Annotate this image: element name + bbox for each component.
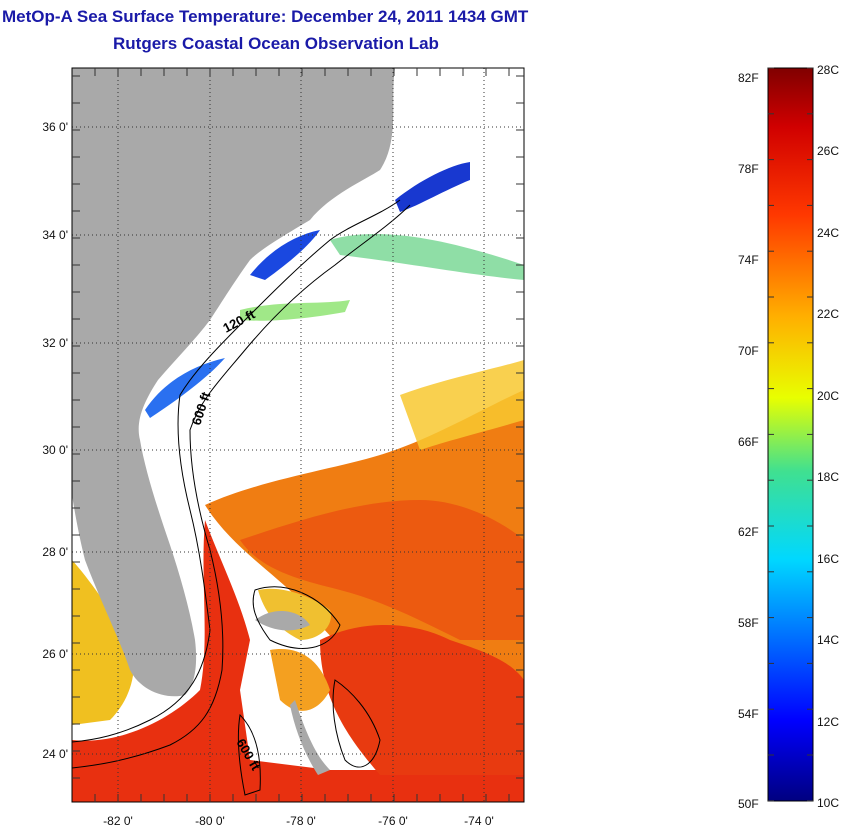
- cb-c-label: 28C: [817, 63, 840, 77]
- cb-c-label: 10C: [817, 796, 840, 810]
- cb-c-label: 18C: [817, 470, 840, 484]
- cb-c-label: 20C: [817, 389, 840, 403]
- map-area: 120 ft 600 ft 600 ft: [72, 68, 524, 802]
- lat-axis-labels: 36 0' 34 0' 32 0' 30 0' 28 0' 26 0' 24 0…: [42, 120, 68, 761]
- cb-f-label: 78F: [738, 162, 759, 176]
- cb-f-label: 70F: [738, 344, 759, 358]
- lat-label: 32 0': [42, 336, 68, 350]
- yellow-bank-west: [72, 560, 134, 725]
- cb-f-label: 82F: [738, 71, 759, 85]
- cold-water-north: [395, 162, 470, 212]
- map-ticks: [72, 68, 524, 802]
- cb-c-label: 26C: [817, 144, 840, 158]
- lon-axis-labels: -82 0' -80 0' -78 0' -76 0' -74 0': [103, 814, 494, 828]
- lon-label: -74 0': [464, 814, 494, 828]
- contour-120ft: [72, 199, 401, 743]
- green-streak-2: [240, 300, 350, 321]
- cb-c-label: 24C: [817, 226, 840, 240]
- orange-band-south: [270, 649, 330, 711]
- lat-label: 24 0': [42, 747, 68, 761]
- warm-sst-red-region: [72, 520, 524, 802]
- cb-f-label: 54F: [738, 707, 759, 721]
- lat-label: 30 0': [42, 443, 68, 457]
- cb-c-label: 22C: [817, 307, 840, 321]
- cb-c-label: 16C: [817, 552, 840, 566]
- chart-title: MetOp-A Sea Surface Temperature: Decembe…: [2, 7, 529, 26]
- lat-label: 36 0': [42, 120, 68, 134]
- colorbar-ticks: [768, 67, 813, 802]
- orange-bands: [240, 500, 524, 640]
- map-frame: [71, 67, 525, 803]
- lat-label: 28 0': [42, 545, 68, 559]
- cb-f-label: 66F: [738, 435, 759, 449]
- chart-subtitle: Rutgers Coastal Ocean Observation Lab: [113, 34, 439, 53]
- bahamas-land-1: [255, 610, 310, 631]
- red-patch-east: [320, 625, 524, 775]
- cb-f-label: 58F: [738, 616, 759, 630]
- contour-label-120ft: 120 ft: [220, 306, 258, 336]
- cb-c-label: 14C: [817, 633, 840, 647]
- cb-f-label: 50F: [738, 797, 759, 811]
- lon-label: -76 0': [378, 814, 408, 828]
- lon-label: -78 0': [286, 814, 316, 828]
- contour-bahamas-1: [252, 586, 341, 649]
- cb-f-label: 74F: [738, 253, 759, 267]
- colorbar: [767, 67, 814, 802]
- land-mass: [72, 68, 395, 697]
- contour-600ft: [72, 204, 411, 769]
- cb-c-label: 12C: [817, 715, 840, 729]
- cb-f-label: 62F: [738, 525, 759, 539]
- lon-label: -80 0': [195, 814, 225, 828]
- lat-label: 34 0': [42, 228, 68, 242]
- lat-label: 26 0': [42, 647, 68, 661]
- contour-bahamas-3: [237, 713, 261, 796]
- cold-water-carolina: [250, 230, 320, 280]
- contour-bahamas-2: [332, 679, 381, 768]
- bahamas-land-2: [290, 700, 330, 775]
- gridlines: [72, 68, 524, 802]
- lon-label: -82 0': [103, 814, 133, 828]
- northern-yellow-streak: [400, 360, 524, 450]
- green-streak-1: [330, 234, 524, 280]
